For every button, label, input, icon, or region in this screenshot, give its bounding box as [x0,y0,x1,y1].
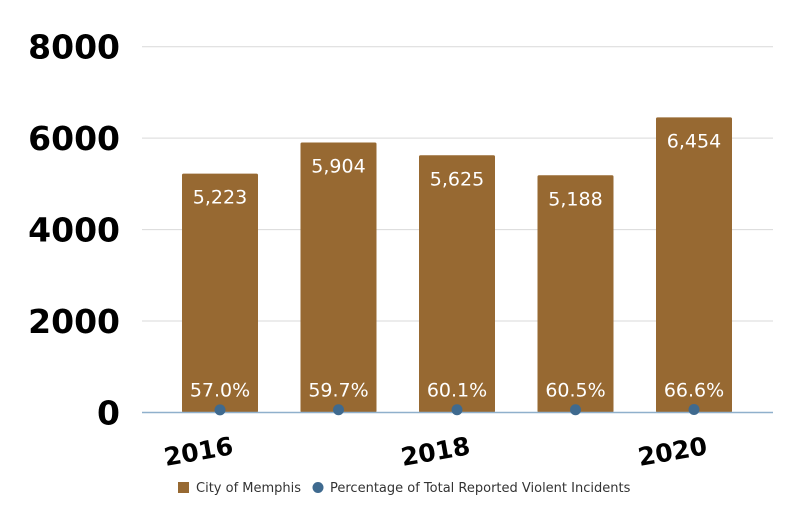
bar [537,175,614,413]
legend-label-bar: City of Memphis [196,481,301,496]
line-point [570,404,581,416]
bar [300,142,377,413]
bar-data-label: 5,188 [548,188,602,210]
bar-data-label: 5,904 [311,156,365,178]
bar [419,155,495,413]
line-data-label: 59.7% [308,380,368,402]
y-axis-ticks: 0 2000 4000 6000 8000 [28,28,120,433]
line-point [333,404,344,416]
y-tick-label: 8000 [28,28,120,67]
legend: City of Memphis Percentage of Total Repo… [178,481,631,496]
line-series [142,403,773,416]
line-data-label: 57.0% [190,380,250,402]
bar-data-label: 5,223 [193,187,247,209]
bar-data-label: 5,625 [430,168,484,190]
bar [182,173,258,413]
line-data-label: 60.1% [427,380,487,402]
bar-series [182,117,732,413]
x-axis-ticks: 2016 2018 2020 [162,431,710,472]
line-data-label: 66.6% [664,380,724,402]
y-tick-label: 0 [97,394,120,433]
x-tick-label: 2018 [399,431,473,472]
y-tick-label: 2000 [28,302,120,341]
x-tick-label: 2016 [162,431,236,472]
y-tick-label: 6000 [28,119,120,158]
bar [656,117,732,413]
legend-swatch-bar [178,482,189,493]
y-tick-label: 4000 [28,211,120,250]
line-point [688,403,700,415]
data-labels: 5,223 5,904 5,625 5,188 6,454 57.0% 59.7% 60.1%… [190,130,724,401]
line-point [214,404,226,416]
legend-label-line: Percentage of Total Reported Violent Inc… [330,481,631,496]
x-tick-label: 2020 [636,431,710,472]
line-data-label: 60.5% [545,380,605,402]
line-point [451,404,463,416]
bar-data-label: 6,454 [667,130,721,152]
legend-swatch-line [312,482,324,493]
